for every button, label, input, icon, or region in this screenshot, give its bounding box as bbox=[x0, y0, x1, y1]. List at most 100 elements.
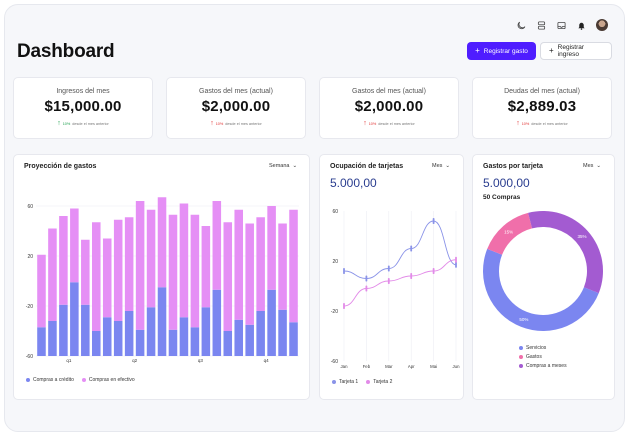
bar-credit bbox=[223, 331, 233, 356]
legend-swatch bbox=[519, 364, 523, 368]
legend-swatch bbox=[366, 380, 371, 384]
chevron-down-icon: ⌄ bbox=[445, 163, 450, 169]
bar-cash bbox=[37, 254, 46, 328]
dropdown-label: Mes bbox=[432, 163, 443, 169]
legend-item-services: Servicios bbox=[519, 345, 567, 351]
legend-item-installments: Compras a meses bbox=[519, 363, 567, 369]
arrow-up-icon: ↑ bbox=[516, 120, 520, 127]
bar-cash bbox=[102, 238, 112, 318]
purchases-count: 50 Compras bbox=[483, 194, 521, 201]
bar-credit bbox=[157, 287, 167, 356]
bar-cash bbox=[245, 223, 254, 325]
x-tick-label: Mai bbox=[430, 364, 437, 369]
series-line bbox=[343, 220, 457, 279]
series-point bbox=[343, 303, 345, 309]
bar-credit bbox=[113, 321, 123, 356]
card-expenses-donut-chart: 50% 15% 35% bbox=[483, 211, 603, 331]
kpi-label: Deudas del mes (actual) bbox=[504, 88, 580, 95]
kpi-change-text: desde el mes anterior bbox=[72, 121, 109, 126]
month-dropdown[interactable]: Mes ⌄ bbox=[432, 163, 450, 169]
kpi-change-text: desde el mes anterior bbox=[378, 121, 415, 126]
x-tick-label: q3 bbox=[198, 358, 204, 363]
month-dropdown[interactable]: Mes ⌄ bbox=[583, 163, 601, 169]
series-point bbox=[432, 268, 435, 274]
legend-item-card2: Tarjeta 2 bbox=[366, 379, 392, 385]
bar-credit bbox=[278, 309, 287, 356]
series-point bbox=[455, 256, 457, 263]
series-point bbox=[432, 218, 435, 224]
y-tick-label: -60 bbox=[331, 359, 338, 365]
week-dropdown[interactable]: Semana ⌄ bbox=[269, 163, 297, 169]
kpi-label: Ingresos del mes bbox=[56, 88, 110, 95]
bar-cash bbox=[256, 217, 265, 311]
x-tick-label: q4 bbox=[264, 358, 270, 363]
panel-title: Gastos por tarjeta bbox=[483, 163, 543, 170]
x-tick-label: Apr bbox=[408, 364, 415, 369]
bar-credit bbox=[234, 319, 244, 356]
bar-cash bbox=[201, 226, 211, 308]
bell-icon[interactable] bbox=[576, 20, 586, 30]
legend-label: Compras a crédito bbox=[33, 377, 74, 383]
card-expenses-panel: Gastos por tarjeta Mes ⌄ 5.000,00 50 Com… bbox=[472, 154, 615, 400]
kpi-change-percent: 10% bbox=[62, 121, 71, 126]
series-point bbox=[387, 265, 390, 272]
bar-cash bbox=[190, 214, 200, 328]
bar-credit bbox=[289, 322, 298, 356]
bar-cash bbox=[289, 209, 298, 323]
bar-cash bbox=[278, 223, 287, 310]
kpi-change: ↑ 10% desde el mes anterior bbox=[473, 120, 611, 127]
x-tick-label: Feb bbox=[363, 364, 371, 369]
kpi-value: $15,000.00 bbox=[44, 98, 122, 115]
y-tick-label: -20 bbox=[26, 304, 33, 310]
bar-credit bbox=[179, 317, 189, 356]
series-point bbox=[410, 245, 413, 252]
kpi-card-debts: Deudas del mes (actual) $2,889.03 ↑ 10% … bbox=[472, 77, 612, 139]
database-icon[interactable] bbox=[536, 20, 546, 30]
legend-swatch bbox=[519, 346, 523, 350]
register-income-button[interactable]: + Registrar ingreso bbox=[540, 42, 612, 60]
bar-credit bbox=[256, 311, 265, 356]
legend-label: Tarjeta 1 bbox=[339, 379, 359, 385]
kpi-change-percent: 10% bbox=[521, 121, 530, 126]
kpi-label: Gastos del mes (actual) bbox=[199, 88, 273, 95]
inbox-icon[interactable] bbox=[556, 20, 566, 30]
legend-swatch bbox=[81, 378, 86, 382]
kpi-change-text: desde el mes anterior bbox=[531, 121, 568, 126]
kpi-change: ↑ 10% desde el mes anterior bbox=[167, 120, 305, 127]
moon-icon[interactable] bbox=[516, 20, 526, 30]
kpi-card-expenses: Gastos del mes (actual) $2,000.00 ↑ 10% … bbox=[166, 77, 306, 139]
bar-credit bbox=[102, 317, 112, 356]
dropdown-label: Semana bbox=[269, 163, 290, 169]
series-point bbox=[410, 273, 413, 279]
kpi-card-expenses-2: Gastos del mes (actual) $2,000.00 ↑ 10% … bbox=[319, 77, 459, 139]
bar-cash bbox=[81, 239, 90, 305]
card-expenses-value: 5.000,00 bbox=[483, 176, 530, 190]
chevron-down-icon: ⌄ bbox=[292, 163, 298, 169]
bar-cash bbox=[234, 209, 244, 320]
kpi-value: $2,000.00 bbox=[354, 98, 424, 115]
series-point bbox=[455, 261, 457, 268]
kpi-label: Gastos del mes (actual) bbox=[352, 88, 426, 95]
arrow-up-icon: ↑ bbox=[363, 120, 367, 127]
bar-credit bbox=[70, 282, 79, 356]
series-line bbox=[343, 259, 457, 307]
bar-cash bbox=[267, 206, 276, 290]
legend-label: Tarjeta 2 bbox=[373, 379, 393, 385]
register-expense-button[interactable]: + Registrar gasto bbox=[467, 42, 536, 60]
avatar[interactable] bbox=[596, 19, 608, 31]
bar-credit bbox=[245, 324, 254, 356]
kpi-change-text: desde el mes anterior bbox=[225, 121, 262, 126]
kpi-change: ↑ 10% desde el mes anterior bbox=[14, 120, 152, 127]
plus-icon: + bbox=[475, 46, 480, 55]
bar-cash bbox=[124, 217, 134, 311]
dashboard-frame: Dashboard + Registrar gasto + Registrar … bbox=[4, 4, 625, 432]
bar-cash bbox=[179, 203, 189, 318]
y-tick-label: 20 bbox=[332, 259, 338, 265]
bar-credit bbox=[190, 327, 200, 356]
kpi-card-income: Ingresos del mes $15,000.00 ↑ 10% desde … bbox=[13, 77, 153, 139]
bar-credit bbox=[91, 331, 101, 356]
x-tick-label: Mar bbox=[385, 364, 393, 369]
bar-credit bbox=[48, 321, 57, 356]
x-tick-label: Jun bbox=[453, 364, 461, 369]
